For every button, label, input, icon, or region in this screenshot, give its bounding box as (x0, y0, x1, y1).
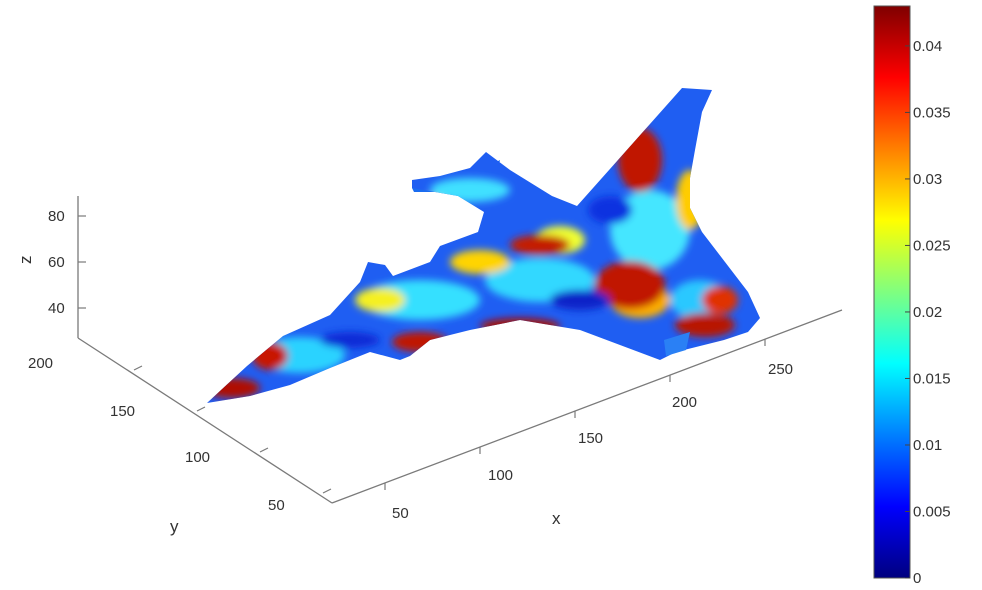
y-tick-labels: 200 150 100 50 (28, 355, 285, 514)
x-tick-labels: 50 100 150 200 250 (392, 361, 793, 522)
colorbar-gradient (873, 5, 911, 579)
z-tick-labels: 80 60 40 (48, 208, 65, 317)
colorbar-tick-label: 0.02 (913, 304, 942, 321)
z-tick-label: 80 (48, 208, 65, 225)
y-tick-label: 100 (185, 449, 210, 466)
y-axis-label: y (170, 517, 179, 536)
colorbar-tick-label: 0.015 (913, 370, 951, 387)
colorbar-tick-label: 0.03 (913, 171, 942, 188)
colorbar: 0 0.005 0.01 0.015 0.02 0.025 0.03 0.035 0.04 (873, 5, 951, 587)
aircraft-surface (207, 88, 760, 403)
colorbar-ticks: 0 0.005 0.01 0.015 0.02 0.025 0.03 0.035 0.04 (905, 38, 951, 587)
z-tick-label: 60 (48, 254, 65, 271)
x-axis-line (331, 309, 843, 504)
colorbar-tick-label: 0 (913, 570, 921, 587)
colorbar-tick-label: 0.035 (913, 104, 951, 121)
colorbar-tick-label: 0.01 (913, 437, 942, 454)
y-tick-label: 150 (110, 403, 135, 420)
z-tick-label: 40 (48, 300, 65, 317)
y-tick-label: 50 (268, 497, 285, 514)
x-tick-label: 250 (768, 361, 793, 378)
colorbar-tick-label: 0.04 (913, 38, 942, 55)
tick-marks (78, 215, 766, 494)
x-axis-label: x (552, 509, 561, 528)
y-tick-label: 200 (28, 355, 53, 372)
fin-surface (664, 332, 690, 356)
x-tick-label: 100 (488, 467, 513, 484)
x-tick-label: 200 (672, 394, 697, 411)
z-axis-label: z (16, 256, 35, 265)
colorbar-tick-label: 0.005 (913, 503, 951, 520)
colorbar-tick-label: 0.025 (913, 237, 951, 254)
x-tick-label: 50 (392, 505, 409, 522)
y-axis-line (77, 337, 333, 504)
axes-3d (77, 196, 843, 504)
x-tick-label: 150 (578, 430, 603, 447)
